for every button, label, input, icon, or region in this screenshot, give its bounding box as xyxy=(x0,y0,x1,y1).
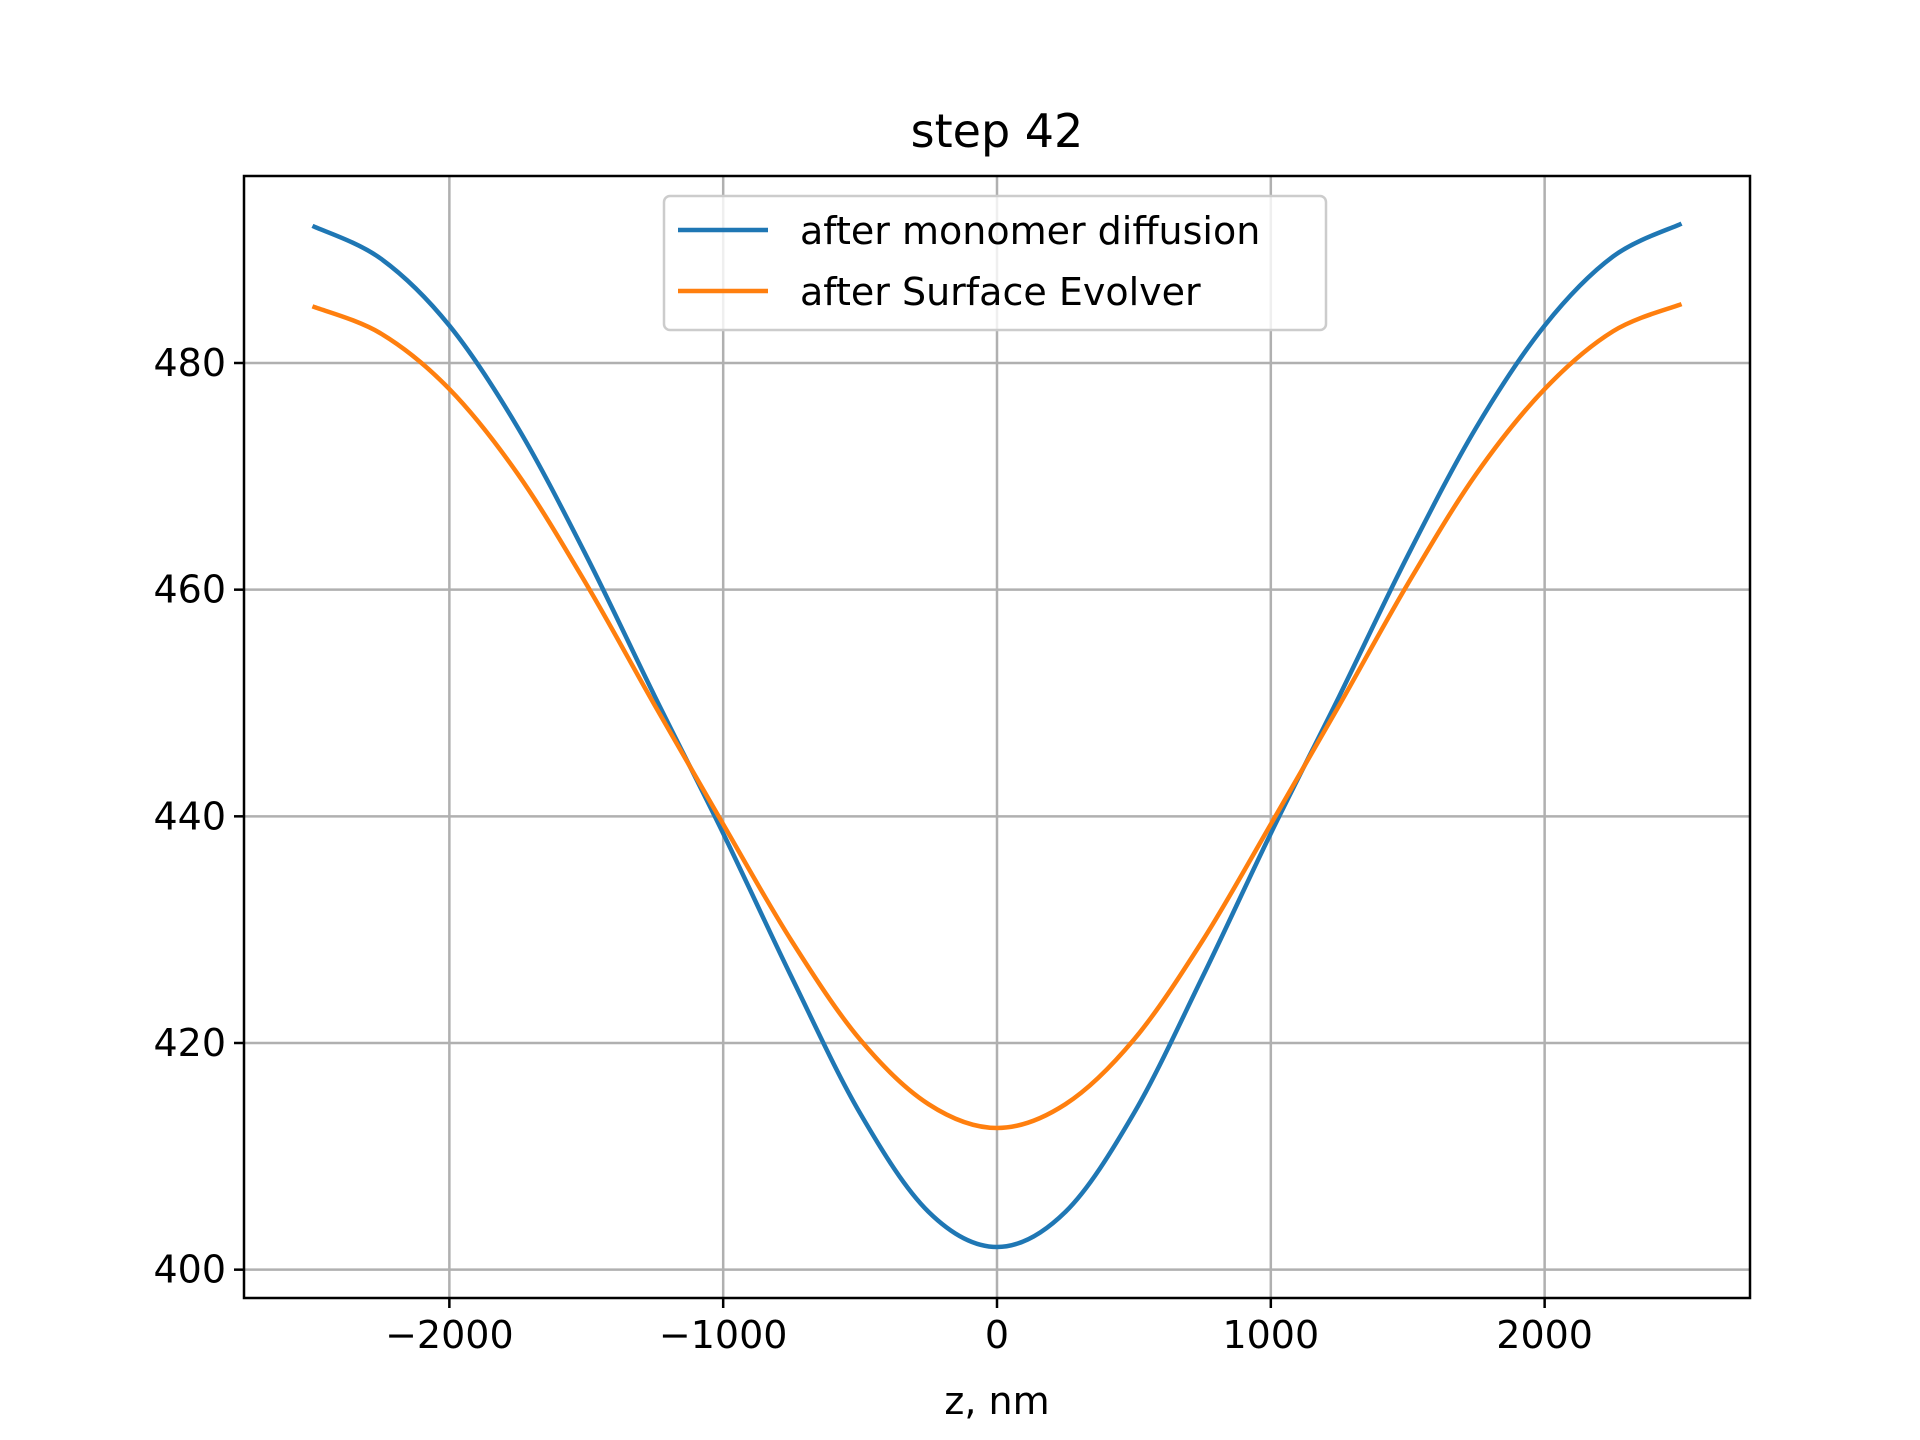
chart-title: step 42 xyxy=(911,104,1084,158)
y-tick-label: 440 xyxy=(153,794,226,838)
y-tick-label: 400 xyxy=(153,1248,226,1292)
y-tick-label: 420 xyxy=(153,1021,226,1065)
series-line-monomer-diffusion xyxy=(311,221,1683,1250)
x-tick-label: 0 xyxy=(985,1313,1009,1357)
x-tick-label: −1000 xyxy=(659,1313,788,1357)
y-tick-label: 480 xyxy=(153,341,226,385)
series-line-surface-evolver xyxy=(311,301,1683,1131)
y-tick-label: 460 xyxy=(153,568,226,612)
x-tick-label: 1000 xyxy=(1222,1313,1319,1357)
legend-box xyxy=(662,194,1328,332)
series-lines xyxy=(311,221,1683,1250)
x-axis-label: z, nm xyxy=(944,1379,1049,1423)
legend: after monomer diffusion after Surface Ev… xyxy=(662,194,1328,332)
grid xyxy=(244,176,1750,1298)
axis-ticks: −2000 −1000 0 1000 2000 400 420 440 460 480 xyxy=(153,341,1593,1357)
legend-label-surface-evolver: after Surface Evolver xyxy=(800,270,1201,314)
x-tick-label: 2000 xyxy=(1496,1313,1593,1357)
legend-label-monomer-diffusion: after monomer diffusion xyxy=(800,209,1260,253)
x-tick-label: −2000 xyxy=(385,1313,514,1357)
